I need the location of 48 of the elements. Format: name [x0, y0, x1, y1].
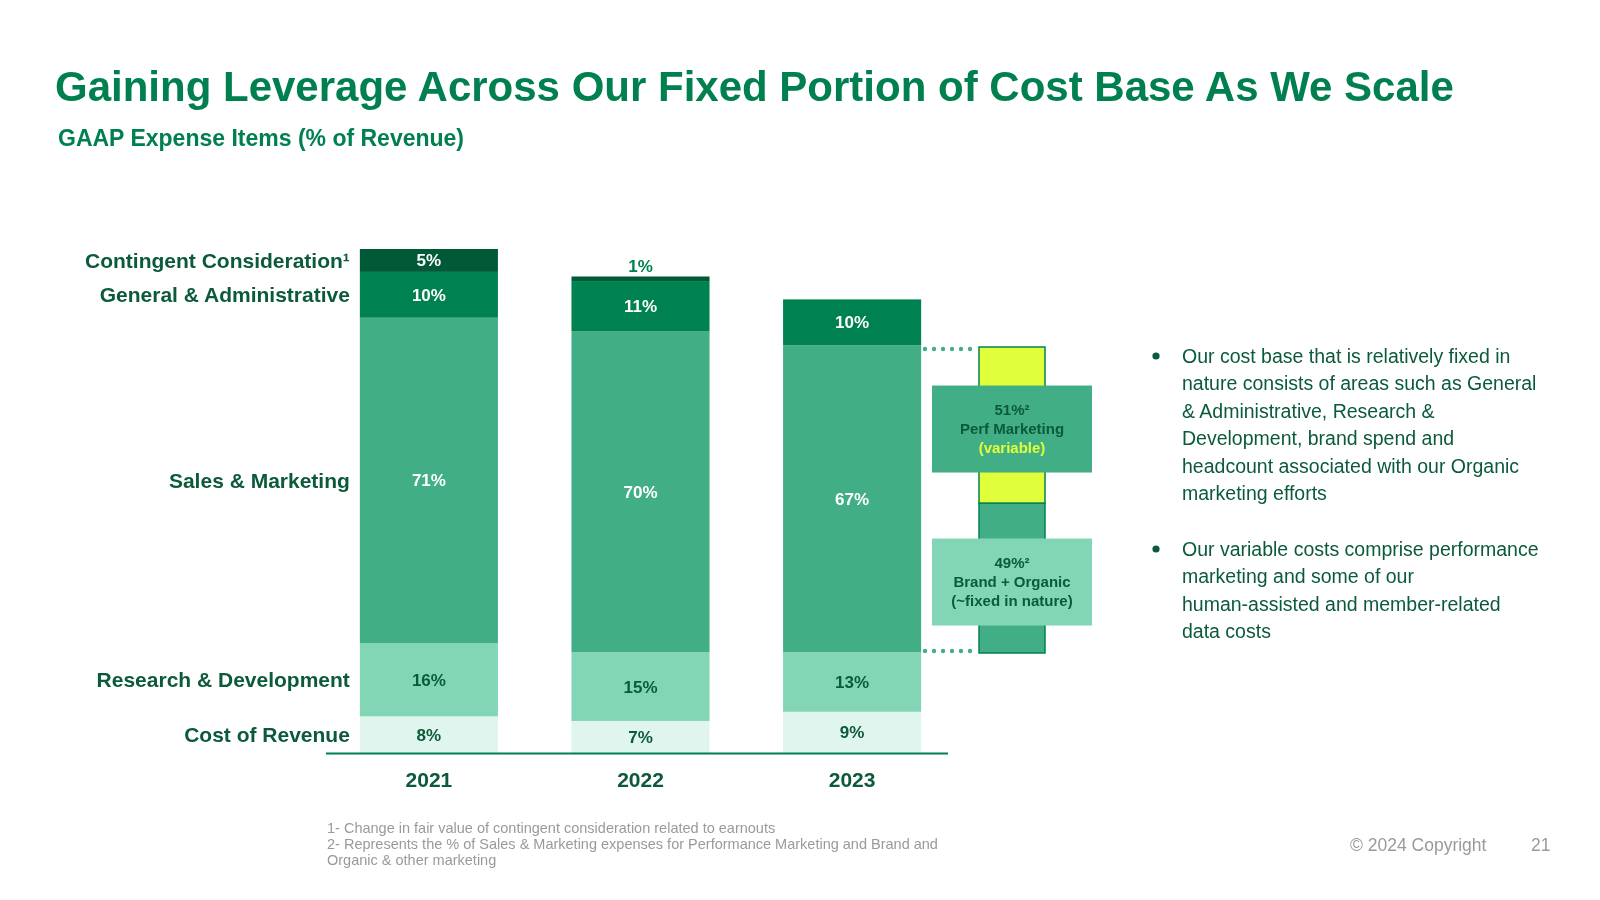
x-tick-label: 2023: [828, 768, 876, 792]
bar: [571, 652, 710, 721]
data-label: 16%: [411, 670, 446, 690]
data-label: 67%: [835, 489, 870, 509]
data-label: 10%: [835, 313, 870, 333]
data-label: 15%: [623, 677, 658, 697]
data-label: 70%: [623, 482, 658, 502]
bar: [571, 720, 710, 753]
chart-title: Gaining Leverage Across Our Fixed Portion of Cost Base As We Scale: [55, 63, 1454, 110]
series-label: Brand + Organic (~fixed in nature): [951, 573, 1073, 610]
bar: [783, 345, 922, 653]
bar: [571, 276, 710, 282]
text: 21: [1531, 835, 1551, 856]
bar: [571, 331, 710, 653]
bar: [359, 249, 498, 272]
bar: [359, 317, 498, 644]
bar: [359, 271, 498, 318]
data-label: 49%²: [994, 554, 1030, 572]
data-label: 5%: [416, 251, 442, 271]
text: 2- Represents the % of Sales & Marketing expenses for Performance Marketing and Brand and Organic & other marketing: [327, 836, 938, 869]
series-label: Contingent Consideration¹: [85, 248, 350, 272]
data-label: 7%: [628, 727, 653, 747]
data-label: 51%²: [994, 401, 1030, 419]
bar: [571, 281, 710, 332]
data-label: 1%: [628, 257, 653, 277]
series-label: General & Administrative: [99, 283, 350, 307]
data-label: 8%: [416, 725, 442, 745]
x-tick-label: 2021: [405, 768, 453, 792]
data-label: 71%: [411, 471, 446, 491]
text: © 2024 Copyright: [1350, 835, 1487, 856]
data-label: 13%: [835, 672, 870, 692]
chart-subtitle: GAAP Expense Items (% of Revenue): [58, 125, 465, 151]
series-label: Cost of Revenue: [184, 723, 350, 747]
series-label: Sales & Marketing: [168, 468, 350, 492]
bar: [359, 643, 498, 717]
bar: [783, 652, 922, 712]
data-label: 10%: [411, 285, 446, 305]
data-label: 11%: [623, 297, 658, 317]
text: 1- Change in fair value of contingent consideration related to earnouts: [327, 820, 776, 837]
text: Our variable costs comprise performance marketing and some of our human-assisted and member-related data costs: [1182, 537, 1539, 643]
series-label: Research & Development: [96, 668, 350, 692]
text: Our cost base that is relatively fixed in nature consists of areas such as General & Administrative, Research & Development, brand spend and headcount associated with our Organic marketing efforts: [1182, 344, 1537, 505]
bar: [783, 299, 922, 346]
bar: [359, 716, 498, 753]
data-label: 9%: [839, 723, 865, 743]
x-tick-label: 2022: [617, 768, 664, 792]
bar: [783, 711, 922, 753]
series-label: Perf Marketing (variable): [959, 420, 1065, 457]
